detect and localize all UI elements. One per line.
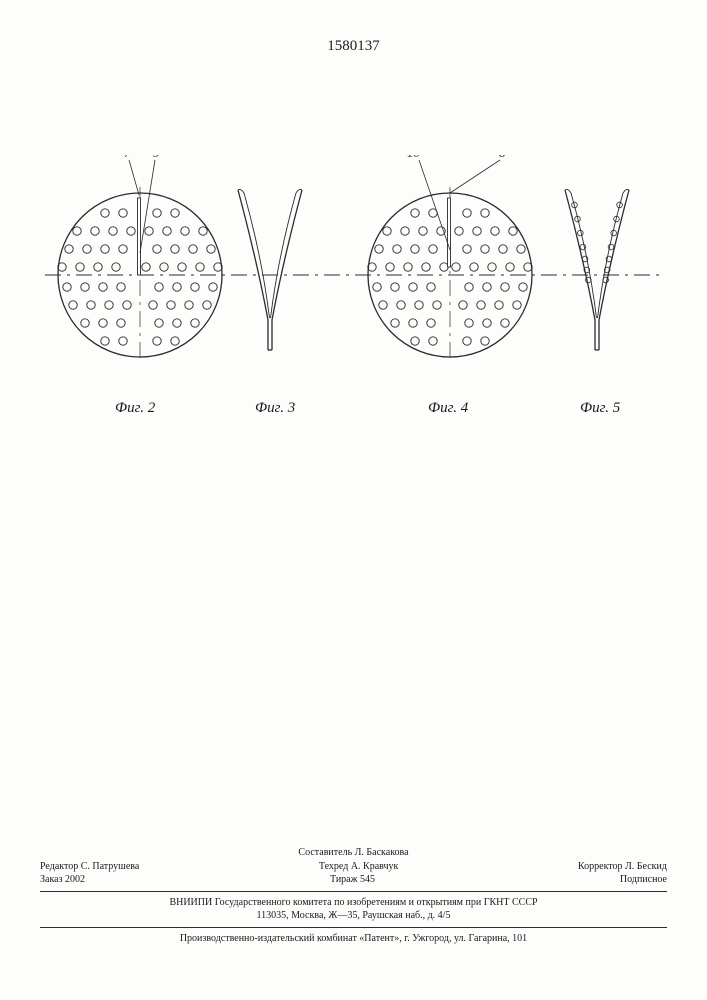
corrector: Корректор Л. Бескид	[578, 860, 667, 874]
print-run: Тираж 545	[330, 873, 375, 887]
figures-svg: 7 9 10 8	[45, 155, 662, 395]
compiler-line: Составитель Л. Баскакова	[40, 846, 667, 860]
subscription: Подписное	[620, 873, 667, 887]
address2: Производственно-издательский комбинат «П…	[40, 932, 667, 946]
svg-text:8: 8	[499, 155, 506, 160]
svg-text:10: 10	[407, 155, 421, 160]
fig4-caption: Фиг. 4	[428, 400, 468, 417]
order-row: Заказ 2002 Тираж 545 Подписное	[40, 873, 667, 887]
order: Заказ 2002	[40, 873, 85, 887]
figure-area: 7 9 10 8	[45, 155, 662, 415]
credits-block: Составитель Л. Баскакова Редактор С. Пат…	[40, 846, 667, 945]
editor-row: Редактор С. Патрушева Техред А. Кравчук …	[40, 860, 667, 874]
page-number: 1580137	[0, 38, 707, 55]
org-line: ВНИИПИ Государственного комитета по изоб…	[40, 896, 667, 910]
fig2-caption: Фиг. 2	[115, 400, 155, 417]
editor: Редактор С. Патрушева	[40, 860, 139, 874]
address1: 113035, Москва, Ж—35, Раушская наб., д. …	[40, 909, 667, 923]
svg-text:9: 9	[153, 155, 160, 160]
fig5-caption: Фиг. 5	[580, 400, 620, 417]
divider-1	[40, 891, 667, 892]
svg-text:7: 7	[124, 155, 131, 160]
divider-2	[40, 927, 667, 928]
fig3-caption: Фиг. 3	[255, 400, 295, 417]
tech-editor: Техред А. Кравчук	[319, 860, 399, 874]
